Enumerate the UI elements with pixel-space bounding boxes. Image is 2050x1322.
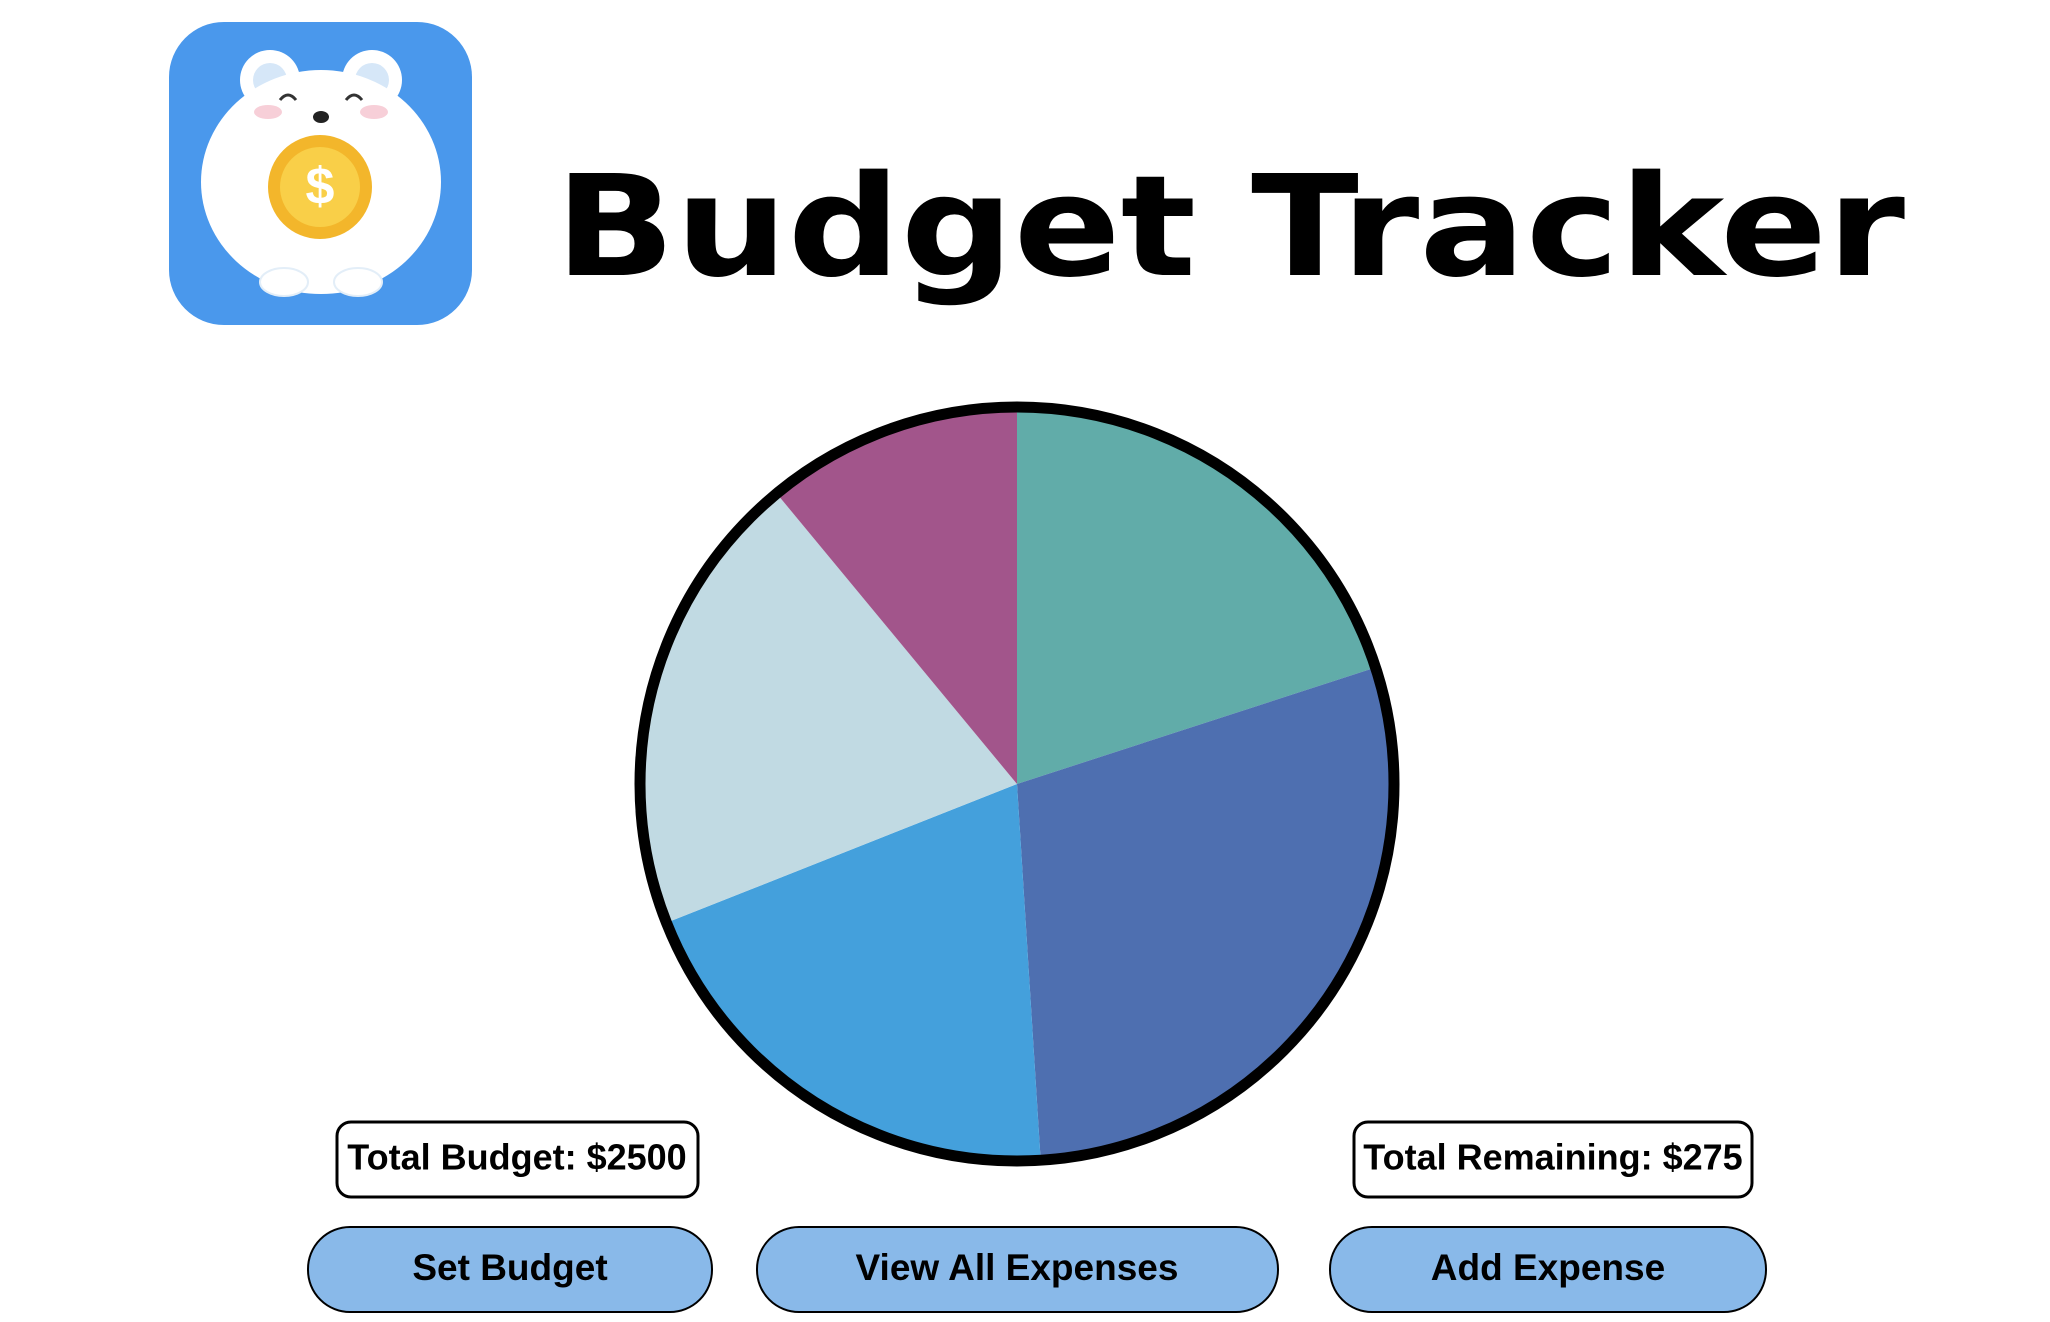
pie-chart [640,407,1394,1161]
pie-slice [640,493,1017,923]
set-budget-button[interactable]: Set Budget [307,1226,713,1313]
pie-slice [1017,407,1376,784]
button-label[interactable]: Set Budget [412,1247,607,1288]
add-expense-button[interactable]: Add Expense [1329,1226,1767,1313]
svg-text:$: $ [306,158,335,216]
logo: $ [169,22,472,325]
total-remaining-box [1352,1120,1754,1199]
view-expenses-button[interactable]: View All Expenses [756,1226,1279,1313]
pie-outline [634,401,1400,1167]
total-budget-box [335,1120,700,1199]
pie-slice [776,407,1017,784]
total-budget: Total Budget: $2500 [347,1137,686,1178]
total-remaining: Total Remaining: $275 [1363,1137,1742,1178]
app-title: Budget Tracker [555,146,1905,309]
button-label[interactable]: View All Expenses [856,1247,1179,1288]
button-label[interactable]: Add Expense [1431,1247,1665,1288]
pie-slice [666,784,1041,1161]
pie-slice [1017,667,1394,1161]
